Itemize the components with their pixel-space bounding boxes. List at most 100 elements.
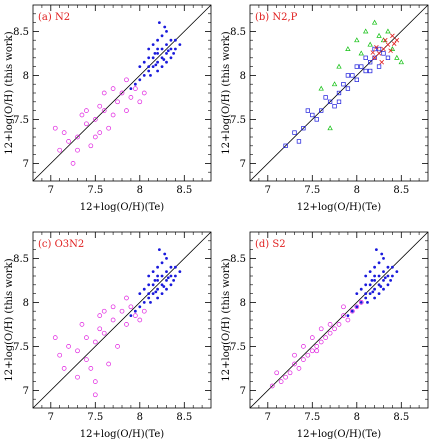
panel-b-data-point bbox=[382, 37, 388, 43]
panel-c-data-point bbox=[75, 374, 80, 380]
panel-c-data-point bbox=[160, 292, 164, 295]
panel-d-data-point bbox=[274, 370, 280, 376]
panel-b-data-point bbox=[374, 44, 379, 50]
panel-d-data-point bbox=[336, 322, 342, 327]
panel-d-ytick-label: 7 bbox=[240, 386, 246, 397]
panel-b-data-point bbox=[370, 50, 376, 55]
panel-b-data-point bbox=[323, 95, 328, 100]
panel-c-data-point bbox=[151, 292, 155, 295]
panel-d-data-point bbox=[287, 370, 293, 376]
panel-d-data-point bbox=[358, 300, 364, 305]
panel-a-data-point bbox=[147, 65, 151, 68]
panel-c-data-point bbox=[61, 366, 67, 371]
panel-c-data-point bbox=[119, 308, 125, 314]
panel-a-data-point bbox=[57, 147, 63, 153]
panel-c-data-point bbox=[79, 322, 85, 327]
panel-b-data-point bbox=[372, 55, 377, 61]
panel-c-data-point bbox=[110, 317, 116, 323]
panel-b-data-point bbox=[354, 77, 359, 82]
panel-c-data-point bbox=[147, 292, 151, 295]
panel-a-data-point bbox=[124, 77, 129, 83]
panel-a-data-point bbox=[156, 69, 160, 73]
panel-c-data-point bbox=[124, 295, 129, 301]
panel-d-data-point bbox=[301, 357, 306, 362]
panel-d-data-point bbox=[373, 296, 376, 300]
panel-d-label: (d) S2 bbox=[255, 239, 286, 250]
panel-c-data-point bbox=[84, 357, 89, 362]
panel-c-data-point bbox=[156, 274, 160, 278]
panel-c-xtick-label: 7 bbox=[48, 412, 54, 423]
panel-d-data-point bbox=[373, 274, 376, 278]
panel-d-data-point bbox=[318, 326, 324, 332]
panel-b-data-point bbox=[368, 60, 373, 65]
panel-c-data-point bbox=[174, 274, 177, 278]
panel-d-data-point bbox=[371, 290, 375, 294]
panel-a-data-point bbox=[169, 38, 173, 42]
panel-c-data-point bbox=[66, 344, 71, 349]
panel-b-ytick-label: 8.5 bbox=[230, 27, 246, 38]
panel-a-data-point bbox=[169, 56, 173, 60]
panel-a-data-point bbox=[84, 108, 89, 113]
panel-c-data-point bbox=[92, 379, 98, 384]
panel-a-data-point bbox=[92, 134, 98, 140]
panel-c-data-point bbox=[156, 287, 160, 291]
panel-b-data-point bbox=[388, 48, 393, 54]
panel-c-data-point bbox=[166, 276, 170, 280]
panel-b-data-point bbox=[314, 117, 319, 122]
panel-a-ytick-label: 7.5 bbox=[13, 115, 29, 126]
panel-a-data-point bbox=[147, 56, 151, 60]
panel-d-ytick-label: 8 bbox=[240, 298, 246, 309]
panel-a-data-point bbox=[142, 60, 146, 64]
panel-d-data-point bbox=[292, 352, 297, 358]
panel-c-data-point bbox=[156, 279, 160, 282]
panel-c-label: (c) O3N2 bbox=[38, 239, 84, 250]
panel-d-xtick-label: 7.5 bbox=[304, 412, 320, 423]
panel-d-data-point bbox=[346, 314, 350, 317]
panel-c-ytick-label: 8.5 bbox=[13, 254, 29, 265]
panel-b-data-point bbox=[354, 64, 359, 69]
panel-b-data-point bbox=[305, 108, 310, 113]
panel-c-data-point bbox=[156, 265, 160, 269]
panel-b-data-point bbox=[283, 143, 288, 148]
panel-a-data-point bbox=[138, 78, 142, 82]
panel-c-xtick-label: 8 bbox=[137, 412, 143, 423]
panel-b-ytick-label: 7 bbox=[240, 159, 246, 170]
panel-d-data-point bbox=[368, 270, 372, 273]
panel-a-data-point bbox=[133, 82, 137, 86]
panel-a-data-point bbox=[119, 90, 125, 96]
panel-c-data-point bbox=[165, 279, 168, 282]
panel-c-data-point bbox=[92, 392, 98, 398]
panel-c-data-point bbox=[169, 265, 173, 269]
panel-b-data-point bbox=[292, 130, 297, 135]
panel-a-data-point bbox=[151, 65, 155, 68]
panel-c-ytick-label: 7.5 bbox=[13, 342, 29, 353]
panel-a-data-point bbox=[101, 90, 107, 96]
panel-c-data-point bbox=[149, 301, 152, 304]
panel-a: (a) N2 12+log(O/H)(Te) 12+log(O/H) (this… bbox=[4, 4, 212, 213]
panel-c-data-point bbox=[165, 270, 168, 273]
panel-a-data-point bbox=[124, 108, 129, 113]
panel-b-label: (b) N2,P bbox=[255, 12, 298, 23]
panel-a-ytick-label: 8 bbox=[23, 71, 29, 82]
panel-c-data-point bbox=[151, 283, 155, 287]
panel-c-data-point bbox=[97, 326, 103, 332]
panel-b-one-to-one-line bbox=[249, 4, 429, 182]
panel-c-data-point bbox=[124, 322, 129, 327]
panel-c-data-point bbox=[147, 296, 151, 300]
panel-b-data-point bbox=[394, 54, 400, 60]
panel-b-xtick-label: 7.5 bbox=[304, 185, 320, 196]
panel-c-data-point bbox=[169, 274, 173, 278]
panel-c-data-point bbox=[128, 304, 134, 310]
panel-b-data-point bbox=[301, 126, 306, 131]
panel-a-data-point bbox=[154, 63, 158, 67]
panel-d-data-point bbox=[383, 276, 387, 280]
panel-c-data-point bbox=[133, 313, 138, 318]
panel-b-data-point bbox=[363, 28, 369, 34]
panel-b-xtick-label: 8 bbox=[354, 185, 360, 196]
panel-c-data-point bbox=[84, 335, 89, 340]
panel-c-data-point bbox=[172, 279, 176, 282]
panel-a-ytick-label: 8.5 bbox=[13, 27, 29, 38]
panel-a-data-point bbox=[172, 52, 176, 55]
panel-b-ytick-label: 7.5 bbox=[230, 115, 246, 126]
panel-d-data-point bbox=[364, 283, 368, 287]
